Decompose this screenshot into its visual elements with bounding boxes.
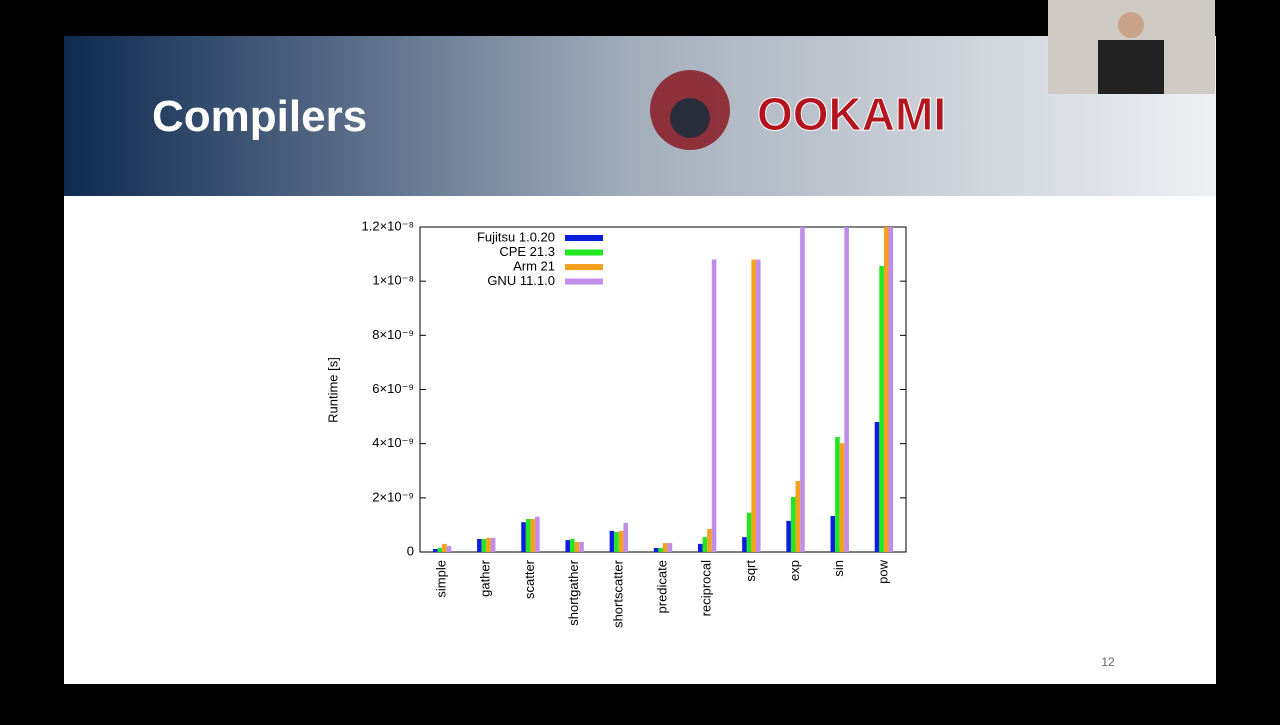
bar [883, 227, 889, 552]
bar [432, 549, 438, 552]
y-tick-label: 6×10⁻⁹ [372, 381, 414, 396]
bar [486, 537, 491, 552]
y-tick-label: 1×10⁻⁸ [372, 273, 414, 288]
x-tick-label: sin [831, 560, 846, 577]
bar [874, 422, 880, 552]
bar [746, 512, 752, 552]
bar [663, 543, 668, 552]
bar [697, 543, 703, 552]
bar [844, 227, 849, 552]
webcam-person [1098, 40, 1164, 94]
bar [481, 539, 487, 552]
bar [530, 518, 536, 552]
bar [609, 530, 615, 552]
x-tick-label: pow [875, 559, 890, 583]
bar [835, 436, 840, 552]
legend-label: Arm 21 [513, 258, 555, 273]
header-band [64, 36, 1216, 196]
bar [574, 541, 580, 552]
bar [667, 543, 673, 552]
bar [742, 537, 747, 552]
page-number: 12 [1101, 655, 1115, 669]
legend-label: Fujitsu 1.0.20 [477, 229, 555, 244]
bar [614, 531, 619, 552]
bar [653, 547, 659, 552]
bar [702, 537, 708, 552]
bar [707, 528, 712, 552]
y-tick-label: 8×10⁻⁹ [372, 327, 414, 342]
webcam-face [1118, 12, 1144, 38]
x-tick-label: simple [434, 560, 449, 598]
y-tick-label: 2×10⁻⁹ [372, 489, 414, 504]
bar [490, 537, 496, 552]
y-axis-label: Runtime [s] [325, 357, 340, 423]
legend-swatch [565, 249, 603, 256]
x-tick-label: exp [787, 560, 802, 581]
bar [786, 520, 791, 552]
y-tick-label: 1.2×10⁻⁸ [362, 218, 414, 233]
bar [800, 227, 805, 552]
legend-label: CPE 21.3 [499, 244, 555, 259]
bar [437, 547, 443, 552]
bar [446, 546, 452, 552]
bar [618, 530, 624, 552]
x-tick-label: reciprocal [699, 560, 714, 616]
x-tick-label: predicate [654, 560, 669, 613]
slide-title: Compilers [152, 92, 367, 141]
y-tick-label: 0 [407, 543, 414, 558]
bar [839, 443, 845, 552]
bar [751, 259, 756, 552]
bar [477, 539, 482, 552]
x-tick-label: shortscatter [610, 559, 625, 628]
x-tick-label: sqrt [743, 560, 758, 582]
bar [790, 497, 796, 552]
bar [570, 539, 575, 552]
bar [535, 516, 540, 552]
legend-swatch [565, 264, 603, 270]
legend-label: GNU 11.1.0 [487, 273, 555, 288]
bar [888, 227, 894, 552]
bar [565, 540, 571, 552]
bar [830, 515, 836, 552]
bar [521, 522, 526, 552]
logo-text: OOKAMI [757, 88, 946, 140]
bar [755, 259, 761, 552]
x-tick-label: shortgather [566, 559, 581, 625]
legend-swatch [565, 235, 603, 241]
x-tick-label: gather [478, 559, 493, 597]
bar [711, 259, 717, 552]
bar [442, 543, 447, 552]
bar [658, 547, 663, 552]
y-tick-label: 4×10⁻⁹ [372, 435, 414, 450]
x-tick-label: scatter [522, 559, 537, 599]
bar [879, 266, 884, 552]
bar [525, 518, 531, 552]
bar [623, 523, 629, 552]
bar [579, 541, 584, 552]
bar [795, 481, 801, 552]
legend-swatch [565, 278, 603, 285]
logo-mark [650, 70, 730, 150]
